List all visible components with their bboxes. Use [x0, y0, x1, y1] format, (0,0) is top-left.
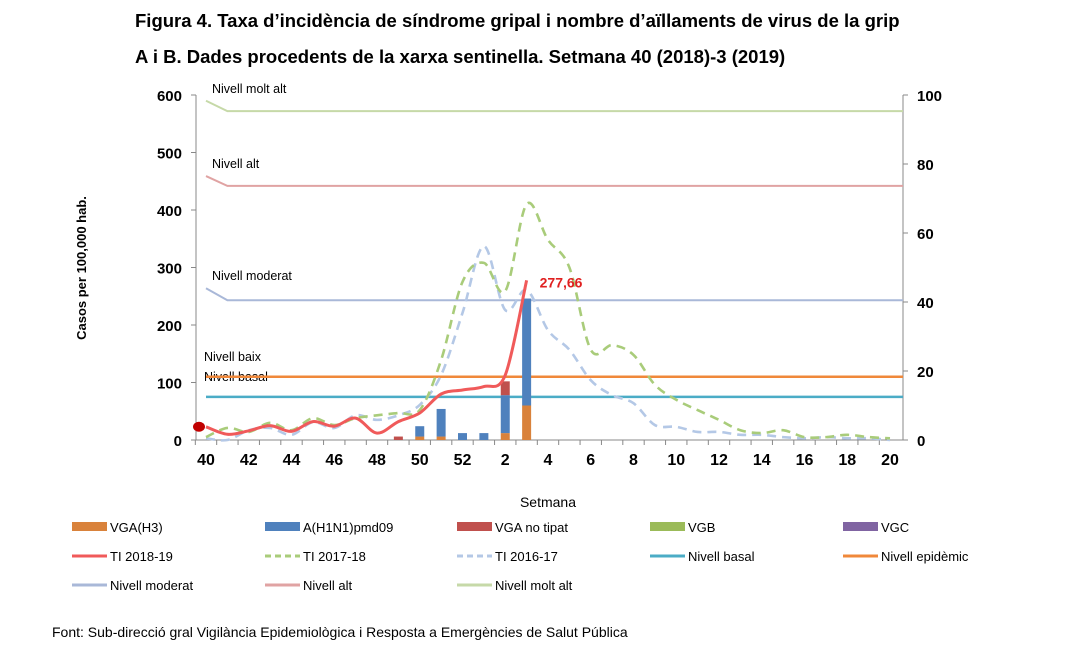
y-tick-label: 500 — [157, 146, 182, 163]
threshold-label-nivell-molt-alt: Nivell molt alt — [212, 82, 287, 96]
legend-label-vga-no-tipat: VGA no tipat — [495, 520, 568, 535]
bar-a-h1n1-pmd09 — [522, 298, 532, 406]
line-ti-2017-18 — [205, 201, 891, 440]
legend-label-vga-h3-: VGA(H3) — [110, 520, 163, 535]
x-tick-label: 44 — [283, 452, 301, 469]
x-tick-label: 14 — [753, 452, 771, 469]
source-note: Font: Sub-direcció gral Vigilància Epide… — [52, 624, 628, 640]
threshold-nivell-moderat — [205, 287, 903, 302]
y-tick-label: 400 — [157, 203, 182, 220]
legend-label-vgc: VGC — [881, 520, 909, 535]
y-axis-label: Casos per 100,000 hab. — [74, 196, 89, 340]
y-tick-label: 300 — [157, 261, 182, 278]
threshold-label-nivell-moderat: Nivell moderat — [212, 269, 292, 283]
x-tick-label: 50 — [411, 452, 429, 469]
y2-tick-label: 40 — [917, 295, 934, 312]
legend-label-nivell-basal: Nivell basal — [688, 549, 755, 564]
x-tick-label: 48 — [368, 452, 386, 469]
start-marker — [193, 421, 205, 432]
y2-tick-label: 100 — [917, 88, 942, 105]
legend-swatch-vga-no-tipat — [457, 522, 492, 531]
x-tick-label: 10 — [667, 452, 685, 469]
bar-a-h1n1-pmd09 — [479, 433, 489, 440]
x-tick-label: 8 — [629, 452, 638, 469]
x-tick-label: 4 — [544, 452, 553, 469]
legend-swatch-vgb — [650, 522, 685, 531]
bar-vga-h3- — [415, 436, 425, 440]
data-label-last: 277,66 — [540, 274, 583, 290]
bar-vga-no-tipat — [393, 436, 403, 440]
bar-a-h1n1-pmd09 — [415, 426, 425, 437]
line-ti-2018-19 — [205, 280, 529, 436]
y-tick-label: 200 — [157, 318, 182, 335]
legend-swatch-vga-h3- — [72, 522, 107, 531]
x-tick-label: 16 — [796, 452, 814, 469]
legend-label-vgb: VGB — [688, 520, 715, 535]
threshold-label-nivell-alt: Nivell alt — [212, 157, 260, 171]
legend-label-ti-2016-17: TI 2016-17 — [495, 549, 558, 564]
legend-swatch-a-h1n1-pmd09 — [265, 522, 300, 531]
y2-tick-label: 0 — [917, 433, 925, 450]
x-tick-label: 2 — [501, 452, 510, 469]
bar-a-h1n1-pmd09 — [436, 408, 446, 437]
bar-vga-no-tipat — [500, 381, 510, 396]
chart-title-line2: A i B. Dades procedents de la xarxa sent… — [135, 46, 786, 67]
chart-title-line1: Figura 4. Taxa d’incidència de síndrome … — [135, 10, 900, 31]
x-tick-label: 46 — [325, 452, 343, 469]
legend-label-a-h1n1-pmd09: A(H1N1)pmd09 — [303, 520, 393, 535]
x-tick-label: 52 — [454, 452, 472, 469]
bar-a-h1n1-pmd09 — [458, 433, 467, 440]
bar-vga-h3- — [436, 436, 446, 440]
x-tick-label: 18 — [838, 452, 856, 469]
threshold-nivell-alt — [205, 175, 903, 187]
x-axis-label: Setmana — [520, 494, 576, 510]
x-tick-label: 6 — [586, 452, 595, 469]
x-tick-label: 20 — [881, 452, 899, 469]
legend-label-nivell-molt-alt: Nivell molt alt — [495, 578, 573, 593]
y2-tick-label: 60 — [917, 226, 934, 243]
legend-label-ti-2017-18: TI 2017-18 — [303, 549, 366, 564]
y2-tick-label: 20 — [917, 364, 934, 381]
legend-swatch-vgc — [843, 522, 878, 531]
x-tick-label: 40 — [197, 452, 215, 469]
y2-tick-label: 80 — [917, 157, 934, 174]
y-tick-label: 100 — [157, 376, 182, 393]
x-tick-label: 12 — [710, 452, 728, 469]
bar-vga-h3- — [522, 405, 532, 440]
y-tick-label: 600 — [157, 88, 182, 105]
legend-label-nivell-moderat: Nivell moderat — [110, 578, 193, 593]
bar-a-h1n1-pmd09 — [500, 395, 510, 434]
bar-vga-h3- — [500, 433, 510, 440]
legend-label-nivell-alt: Nivell alt — [303, 578, 353, 593]
threshold-label-nivell-baix: Nivell baix — [204, 350, 262, 364]
legend-label-ti-2018-19: TI 2018-19 — [110, 549, 173, 564]
y-tick-label: 0 — [174, 433, 182, 450]
x-tick-label: 42 — [240, 452, 258, 469]
legend-label-nivell-epid-mic: Nivell epidèmic — [881, 549, 969, 564]
threshold-nivell-molt-alt — [205, 99, 903, 113]
